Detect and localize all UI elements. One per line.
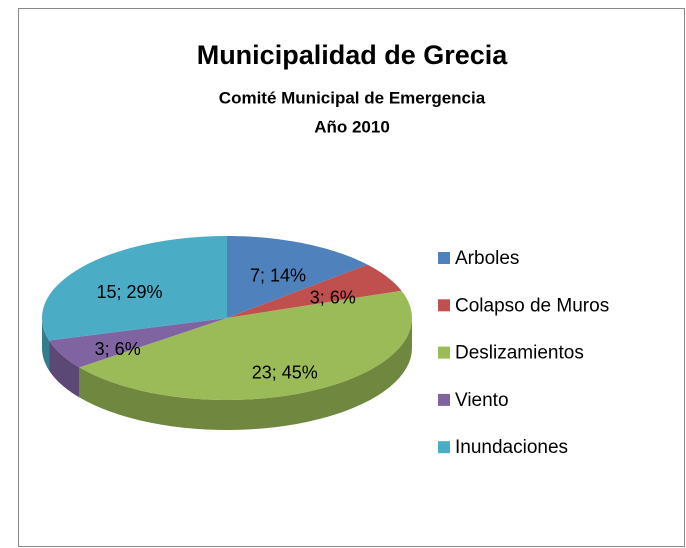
chart-title: Municipalidad de Grecia bbox=[197, 40, 509, 70]
legend-label: Arboles bbox=[455, 248, 519, 269]
chart-subtitle: Comité Municipal de Emergencia bbox=[219, 88, 486, 107]
legend-label: Inundaciones bbox=[455, 437, 568, 458]
pie-slice-side bbox=[42, 318, 50, 371]
legend-swatch bbox=[438, 299, 450, 312]
legend-label: Deslizamientos bbox=[455, 343, 584, 364]
pie-slice bbox=[227, 264, 402, 318]
data-label: 23; 45% bbox=[252, 362, 318, 382]
pie-slice bbox=[227, 236, 368, 318]
data-label: 15; 29% bbox=[97, 282, 163, 302]
legend-swatch bbox=[438, 393, 450, 406]
legend-swatch bbox=[438, 441, 450, 454]
pie-slice-side bbox=[49, 340, 80, 398]
data-label: 7; 14% bbox=[250, 266, 306, 286]
data-label: 3; 6% bbox=[95, 339, 141, 359]
pie-slice bbox=[49, 318, 227, 368]
legend-label: Colapso de Muros bbox=[455, 295, 609, 316]
legend-swatch bbox=[438, 252, 450, 264]
data-label: 3; 6% bbox=[310, 288, 356, 308]
pie-slice bbox=[42, 236, 227, 341]
pie-slice-side bbox=[79, 318, 412, 430]
pie-slice bbox=[79, 290, 412, 400]
legend-swatch bbox=[438, 346, 450, 359]
chart-subtitle: Año 2010 bbox=[314, 117, 390, 136]
legend-label: Viento bbox=[455, 390, 509, 411]
